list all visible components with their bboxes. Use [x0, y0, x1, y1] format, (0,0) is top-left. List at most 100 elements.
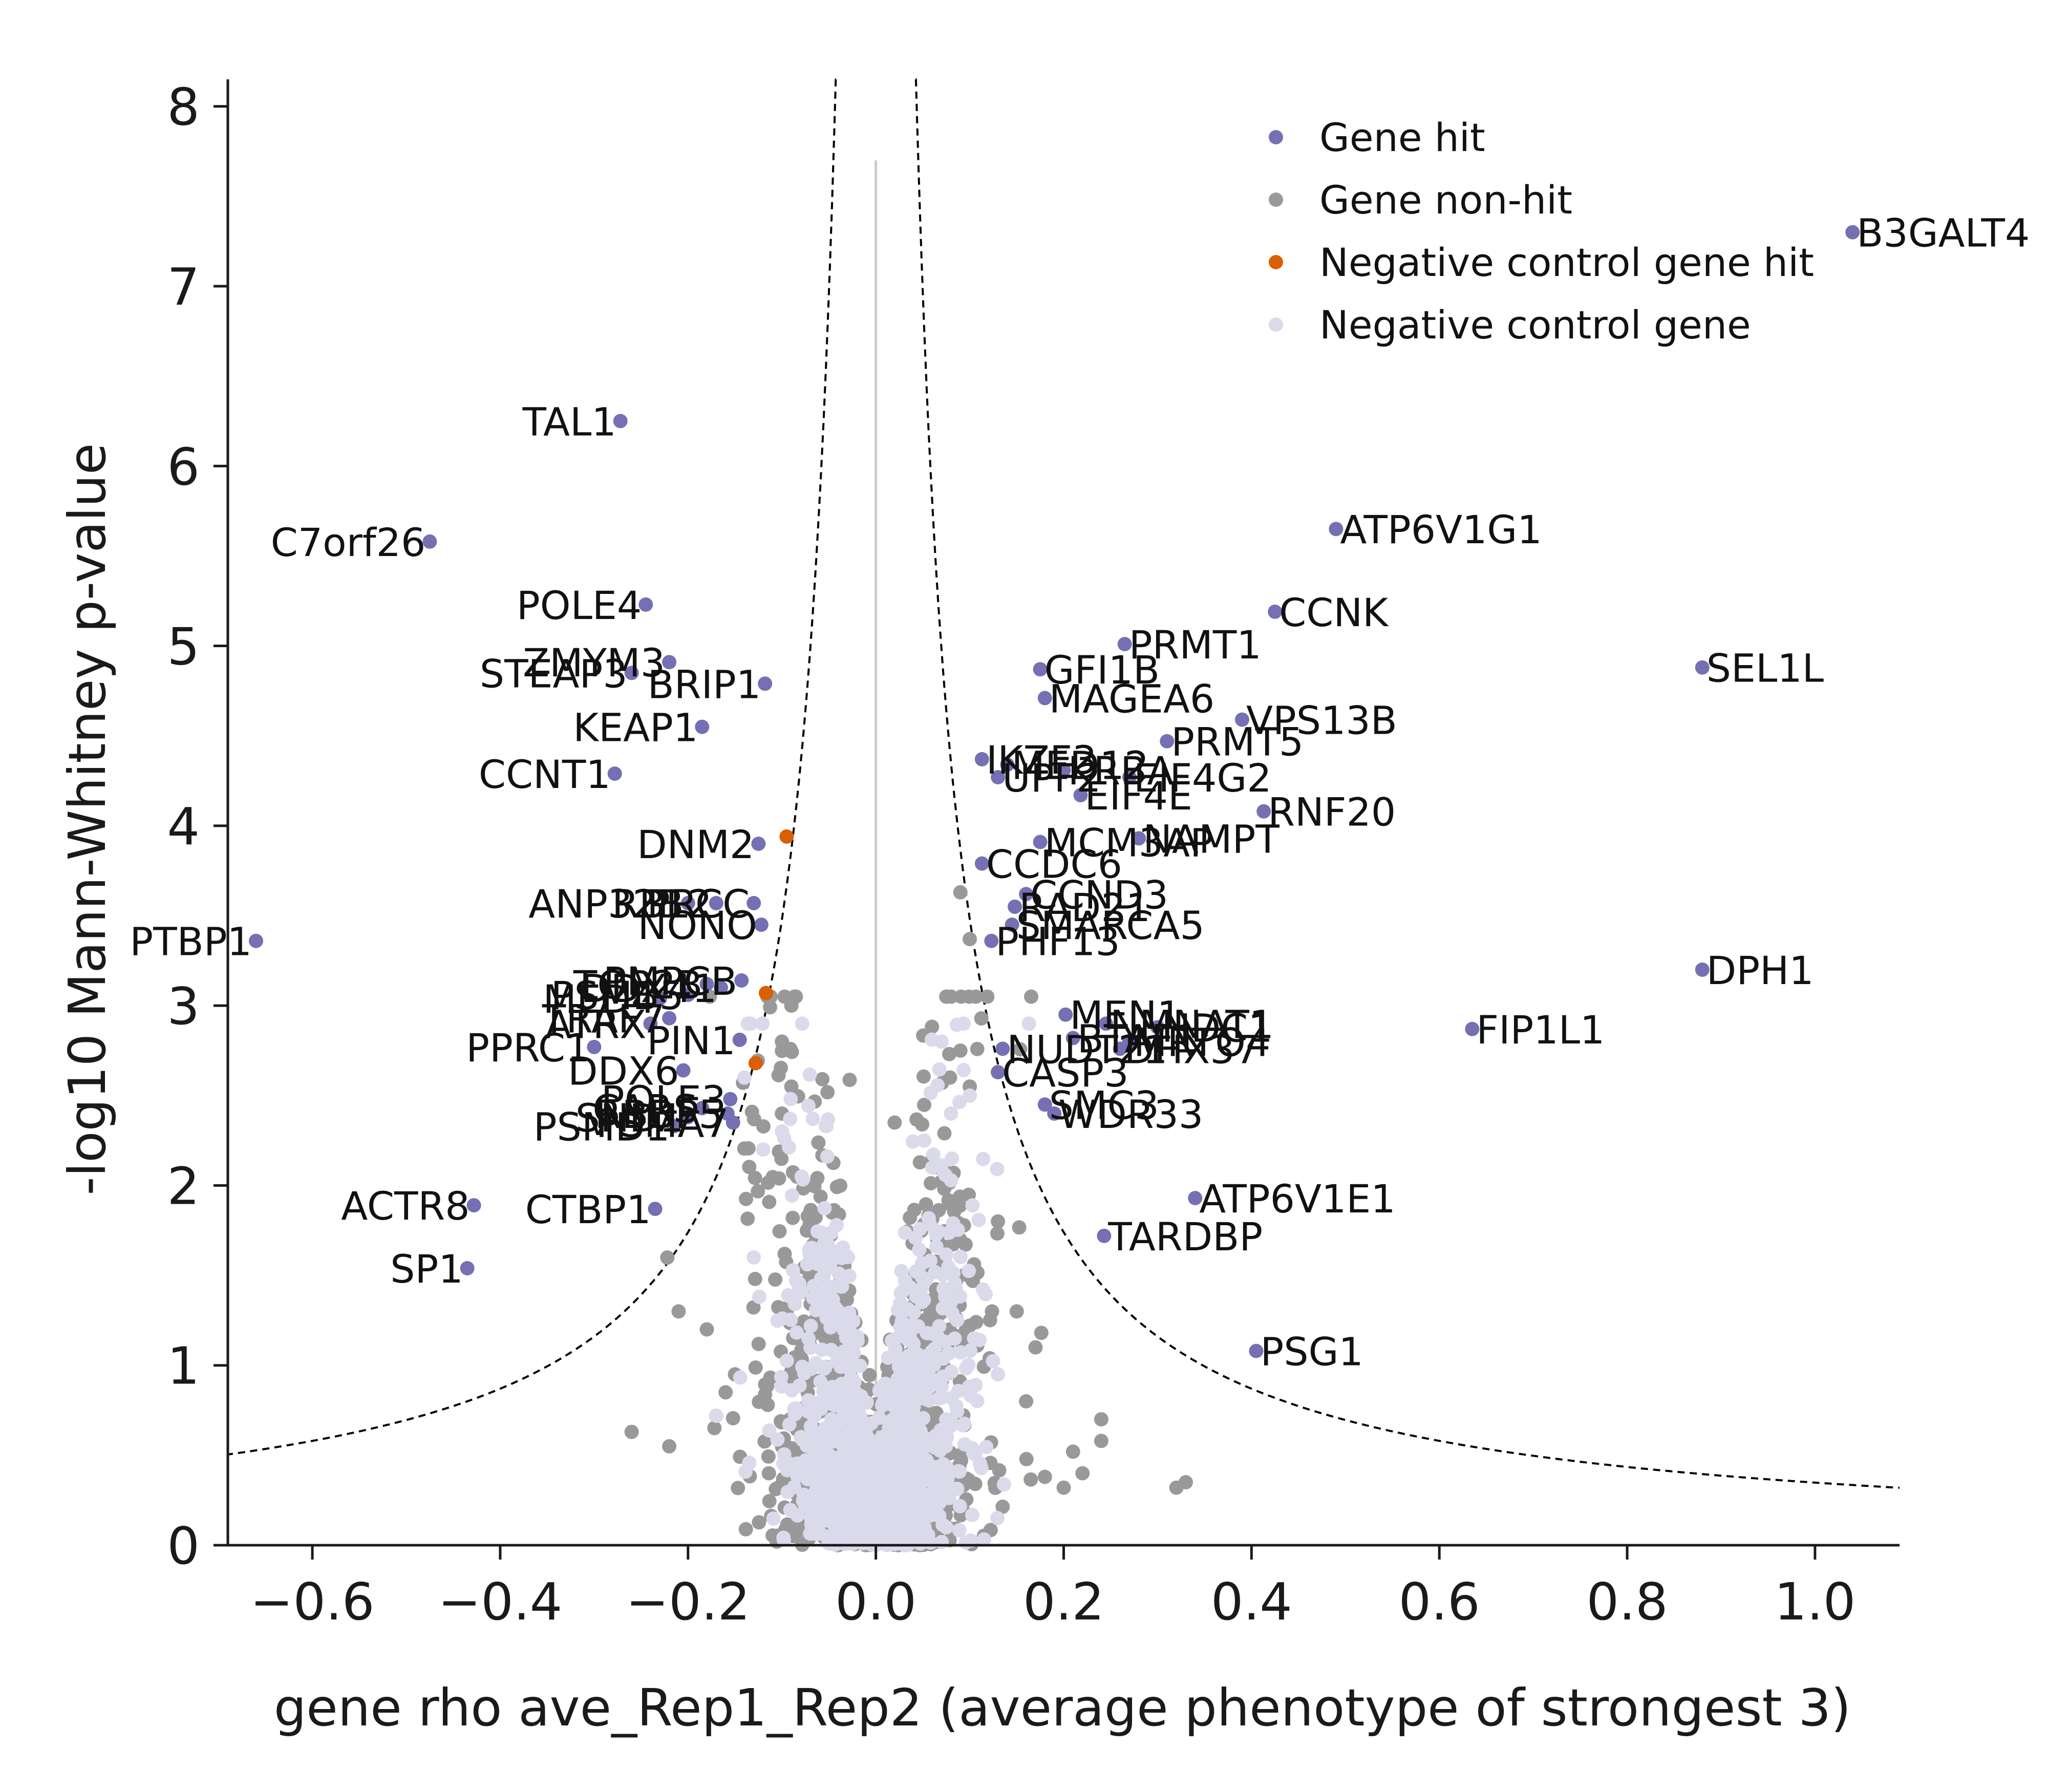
gene-non-hit-point: [990, 1226, 1005, 1241]
gene-label: POLE4: [517, 583, 642, 628]
negative-control-point: [740, 1016, 755, 1031]
negative-control-point: [803, 1340, 818, 1355]
gene-label: NMNAT1: [1110, 1001, 1274, 1047]
negative-control-point: [820, 1149, 835, 1164]
gene-label: PTBP1: [130, 919, 252, 965]
gene-non-hit-point: [718, 1385, 733, 1400]
y-tick-label: 4: [167, 797, 200, 857]
gene-hit-point: [1329, 522, 1343, 537]
negative-control-point: [856, 1470, 870, 1485]
gene-hit-point: [613, 414, 628, 429]
gene-hit-point: [1033, 662, 1048, 677]
gene-non-hit-point: [953, 1043, 968, 1058]
gene-label: PHF13: [995, 919, 1120, 965]
gene-label: NUDT21: [1007, 1027, 1167, 1072]
negative-control-point: [986, 1354, 1000, 1369]
axes: −0.6 −0.4 −0.2 0.0 0.2 0.4 0.6 0.8 1.0 0 1 2 3 4 5 6 7 8…: [57, 77, 1900, 1738]
negative-control-point: [876, 1381, 890, 1395]
gene-label: PRMT1: [1129, 622, 1262, 668]
gene-hit-point: [1249, 1343, 1264, 1358]
negative-control-point: [932, 1062, 947, 1077]
negative-control-point: [866, 1495, 881, 1509]
gene-label: PMPCB: [603, 958, 737, 1004]
gene-hit-point: [695, 1101, 710, 1116]
negative-control-point: [935, 1518, 950, 1532]
negative-control-point: [833, 1450, 847, 1464]
negative-control-point: [990, 1510, 1005, 1525]
negative-control-point: [846, 1346, 861, 1360]
gene-hit-point: [624, 666, 639, 680]
gene-non-hit-point: [968, 1477, 983, 1491]
negative-control-point: [781, 1288, 796, 1303]
gene-non-hit-point: [919, 1197, 933, 1212]
negative-control-point: [882, 1420, 897, 1435]
negative-control-point: [872, 1441, 887, 1456]
gene-hit-point: [607, 766, 622, 781]
legend-marker: [1269, 130, 1283, 144]
negative-control-point: [872, 1453, 886, 1468]
gene-hit-point: [652, 991, 667, 1006]
threshold-curve-right: [914, 78, 1900, 1489]
gene-non-hit-point: [1012, 1220, 1027, 1235]
gene-hit-point: [1047, 1106, 1062, 1121]
x-tick-label: 0.4: [1211, 1572, 1292, 1632]
gene-non-hit-point: [1024, 989, 1038, 1004]
gene-label: VPS13B: [1246, 698, 1397, 743]
gene-non-hit-point: [699, 1322, 714, 1337]
threshold-curves: [227, 78, 1900, 1489]
gene-non-hit-point: [748, 1272, 762, 1286]
negative-control-point: [787, 1402, 802, 1416]
gene-label: SP1: [390, 1246, 463, 1292]
gene-non-hit-point: [1013, 1042, 1028, 1057]
negative-control-point: [817, 1361, 831, 1376]
gene-hit-point: [695, 719, 710, 734]
gene-label: PPRC1: [466, 1025, 590, 1071]
gene-non-hit-point: [1034, 1326, 1049, 1340]
negative-control-point: [900, 1302, 915, 1316]
gene-hit-point: [1008, 899, 1022, 914]
negative-control-point: [831, 1304, 846, 1318]
gene-labels: B3GALT4 TAL1 C7orf26 ATP6V1G1 POLE4 CCNK PRMT1…: [130, 210, 2030, 1375]
gene-label: SND1: [575, 1095, 684, 1141]
negative-control-point: [815, 1342, 829, 1357]
negative-control-point: [738, 1464, 753, 1479]
gene-hit-point: [991, 770, 1006, 784]
negative-control-point: [893, 1319, 908, 1334]
negative-control-point: [794, 1430, 808, 1445]
gene-hit-point: [643, 1016, 658, 1031]
gene-label: GFI1B: [1044, 647, 1160, 693]
negative-control-point: [814, 1225, 829, 1240]
gene-label: RBBP5: [595, 1092, 723, 1137]
negative-control-point: [934, 1034, 949, 1049]
gene-hit-point: [709, 895, 723, 910]
negative-control-point: [963, 1088, 977, 1103]
legend-marker: [1269, 255, 1283, 269]
negative-control-point: [809, 1279, 824, 1294]
gene-non-hit-point: [762, 1494, 777, 1508]
gene-non-hit-point: [980, 989, 995, 1004]
gene-non-hit-point: [842, 1073, 857, 1087]
gene-hit-point: [1000, 757, 1015, 772]
gene-label: KEAP1: [573, 705, 698, 751]
gene-non-hit-point: [751, 1337, 766, 1351]
gene-non-hit-point: [833, 1178, 847, 1193]
gene-hit-point: [746, 895, 761, 910]
negative-control-point: [766, 1511, 781, 1526]
negative-control-point: [950, 1481, 965, 1496]
negative-control-point: [953, 1250, 968, 1264]
negative-control-point: [850, 1329, 865, 1344]
negative-control-point: [898, 1459, 912, 1474]
negative-control-point: [872, 1411, 886, 1425]
gene-label: CTBP1: [525, 1187, 651, 1232]
negative-control-point: [849, 1530, 864, 1545]
gene-non-hit-point: [738, 1522, 753, 1537]
gene-non-hit-point: [671, 1304, 686, 1319]
gene-non-hit-point: [820, 1085, 835, 1100]
y-axis-ticks: 0 1 2 3 4 5 6 7 8: [167, 77, 228, 1576]
negative-control-point: [944, 1364, 958, 1379]
gene-non-hit-point: [942, 1047, 956, 1061]
negative-control-point: [936, 1351, 951, 1366]
gene-non-hit-point: [761, 1466, 776, 1481]
negative-control-point: [826, 1279, 841, 1294]
gene-label: EIF4E: [1085, 773, 1193, 819]
